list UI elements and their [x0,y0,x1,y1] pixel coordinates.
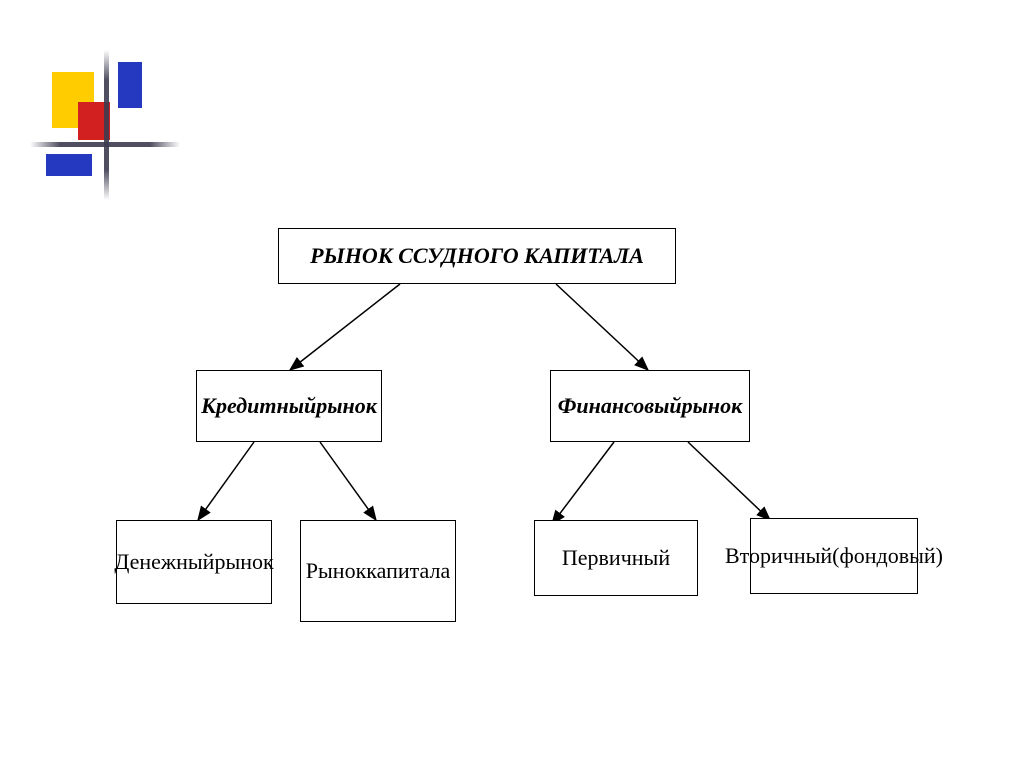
node-secondary: Вторичный(фондовый) [750,518,918,594]
slide-decoration [40,60,180,200]
logo-vertical-bar [104,50,109,200]
node-capital-market: Рыноккапитала [300,520,456,622]
node-financial-market: Финансовыйрынок [550,370,750,442]
node-money-market: Денежныйрынок [116,520,272,604]
node-credit-market: Кредитныйрынок [196,370,382,442]
node-primary: Первичный [534,520,698,596]
node-root: РЫНОК ССУДНОГО КАПИТАЛА [278,228,676,284]
logo-blue-block-top [118,62,142,108]
logo-blue-block-left [46,154,92,176]
